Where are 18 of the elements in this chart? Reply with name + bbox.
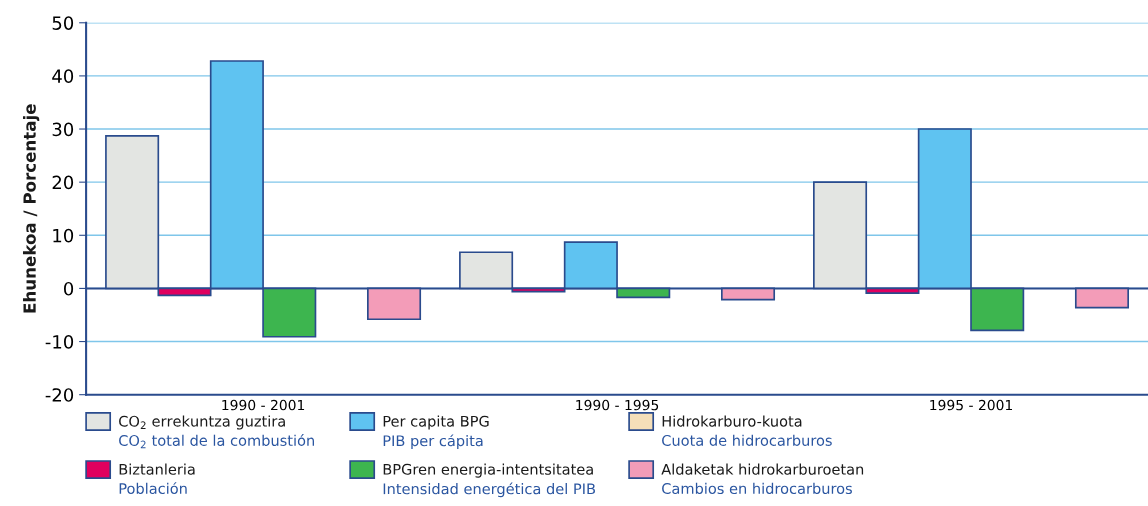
- y-tick-label: 20: [52, 175, 74, 190]
- legend-label: Biztanleria Población: [119, 463, 195, 495]
- y-tick-label: 0: [64, 281, 74, 296]
- y-tick-label: 40: [52, 69, 74, 84]
- y-tick-label: 30: [52, 122, 74, 137]
- x-tick-label: 1995 - 2001: [930, 399, 1012, 411]
- legend-label: Aldaketak hidrokarburoetan Cambios en hidrocarburos: [661, 463, 864, 495]
- x-tick-label: 1990 - 1995: [576, 399, 659, 411]
- y-tick-label: 10: [53, 228, 74, 243]
- legend-label: Hidrokarburo-kuota Cuota de hidrocarburos: [662, 415, 832, 446]
- legend-label: CO$_{2}$ errekuntza guztira CO$_{2}$ total de la combustión: [119, 415, 314, 449]
- x-tick-label: 1990 - 2001: [222, 399, 305, 411]
- legend-label: BPGren energia-intentsitatea Intensidad energética del PIB: [383, 463, 595, 498]
- legend-label: Per capita BPG PIB per cápita: [383, 415, 489, 450]
- y-tick-label: -20: [45, 388, 74, 402]
- y-tick-label: 50: [52, 16, 74, 30]
- y-axis-title: Ehunekoa / Porcentaje: [22, 104, 40, 313]
- y-tick-label: -10: [45, 335, 74, 349]
